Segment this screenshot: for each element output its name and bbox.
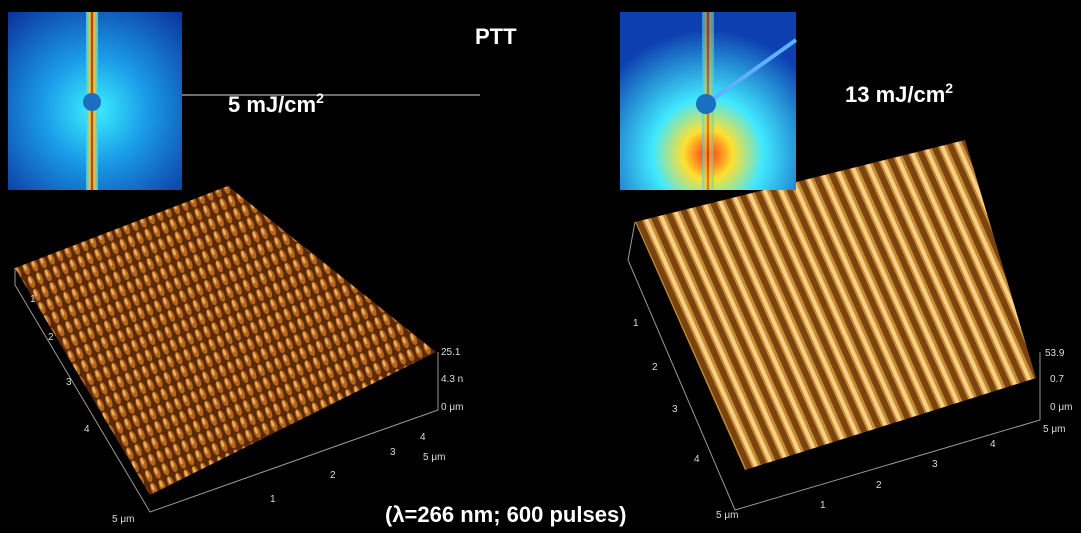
axis-label: 3 — [66, 377, 72, 388]
axis-label: 1 — [820, 500, 826, 511]
axis-label: 0 μm — [1050, 402, 1072, 413]
title: PTT — [475, 24, 517, 49]
fluence: 13 mJ/cm — [845, 82, 945, 107]
axis-label: 2 — [876, 480, 882, 491]
fluence-label: 5 mJ/cm2 — [228, 90, 324, 117]
axis-label: 4 — [990, 439, 996, 450]
axis-label: 0.7 — [1050, 374, 1064, 385]
caption: (λ=266 nm; 600 pulses) — [385, 502, 627, 527]
axis-label: 5 μm — [423, 452, 445, 463]
axis-label: 4 — [420, 432, 426, 443]
axis-label: 3 — [932, 459, 938, 470]
fluence: 5 mJ/cm — [228, 92, 316, 117]
beam-stop — [83, 93, 101, 111]
figure: PTT 5 mJ/cm2 13 mJ/cm2 (λ=266 nm; 600 pu… — [0, 0, 1081, 533]
superscript: 2 — [316, 90, 324, 106]
axis-label: 1 — [633, 318, 639, 329]
beam-stop — [696, 94, 716, 114]
superscript: 2 — [945, 80, 953, 96]
axis-label: 53.9 — [1045, 348, 1065, 359]
axis-label: 4.3 n — [441, 374, 463, 385]
axis-label: 4 — [84, 424, 90, 435]
axis-label: 2 — [330, 470, 336, 481]
fluence-label: 13 mJ/cm2 — [845, 80, 953, 107]
axis-label: 2 — [48, 332, 54, 343]
axis-label: 3 — [672, 404, 678, 415]
axis-label: 5 μm — [716, 510, 738, 521]
axis-label: 0 μm — [441, 402, 463, 413]
axis-label: 1 — [270, 494, 276, 505]
axis-label: 4 — [694, 454, 700, 465]
axis-label: 5 μm — [112, 514, 134, 525]
axis-label: 3 — [390, 447, 396, 458]
axis-label: 25.1 — [441, 347, 461, 358]
axis-label: 2 — [652, 362, 658, 373]
axis-label: 1 — [30, 294, 36, 305]
axis-label: 5 μm — [1043, 424, 1065, 435]
